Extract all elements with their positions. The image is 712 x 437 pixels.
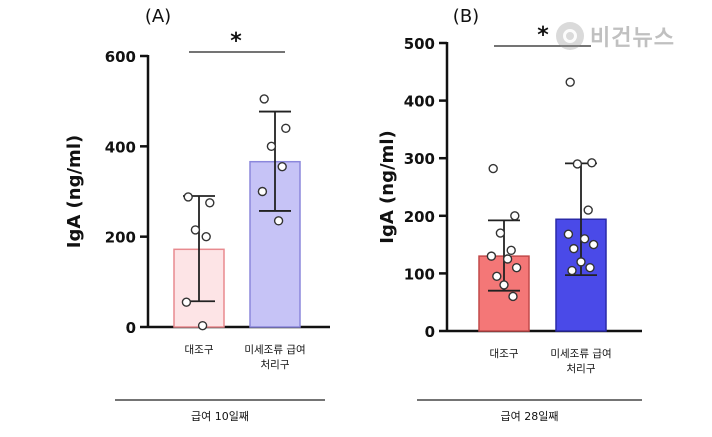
data-point — [183, 192, 193, 202]
watermark-text: 비건뉴스 — [590, 26, 675, 51]
data-point — [257, 186, 268, 197]
data-point — [506, 245, 516, 256]
y-tick-label: 400 — [404, 93, 435, 111]
data-point — [508, 291, 518, 302]
data-point — [486, 251, 497, 261]
data-point — [569, 243, 579, 254]
y-tick-label: 0 — [126, 319, 136, 337]
data-point — [273, 216, 284, 226]
y-tick-label: 600 — [105, 48, 136, 66]
data-point — [563, 229, 574, 239]
data-point — [502, 254, 513, 264]
data-point — [511, 262, 522, 273]
panel-label: (A) — [145, 6, 171, 27]
data-point — [266, 141, 277, 152]
data-point — [576, 257, 586, 267]
data-point — [587, 158, 597, 168]
data-point — [492, 271, 502, 281]
data-point — [190, 225, 201, 235]
y-tick-label: 500 — [404, 35, 435, 53]
x-category-label: 대조구 — [185, 344, 214, 356]
significance-marker: * — [230, 29, 242, 54]
data-point — [488, 163, 498, 174]
group-label: 급여 10일째 — [191, 409, 249, 423]
data-point — [281, 123, 291, 133]
y-tick-label: 200 — [105, 229, 136, 247]
x-category-label: 미세조류 급여 — [244, 344, 305, 356]
data-point — [565, 77, 575, 87]
data-point — [567, 265, 577, 276]
y-tick-label: 400 — [105, 138, 136, 156]
data-point — [583, 205, 593, 215]
data-point — [510, 211, 520, 221]
y-tick-label: 200 — [404, 208, 435, 226]
x-category-label: 대조구 — [490, 348, 519, 360]
data-point — [588, 239, 599, 250]
data-point — [572, 159, 583, 169]
data-point — [201, 231, 211, 242]
group-label: 급여 28일째 — [501, 409, 559, 423]
data-point — [495, 228, 506, 238]
y-axis-label: IgA (ng/ml) — [64, 135, 85, 248]
panel-label: (B) — [453, 6, 479, 27]
data-point — [499, 280, 509, 290]
x-category-label: 미세조류 급여 — [550, 348, 611, 360]
data-point — [585, 262, 595, 273]
y-tick-label: 100 — [404, 265, 435, 283]
data-point — [181, 297, 192, 307]
watermark: 비건뉴스 — [556, 18, 706, 54]
data-point — [259, 94, 269, 104]
data-point — [277, 161, 287, 172]
y-tick-label: 0 — [425, 323, 435, 341]
data-point — [579, 234, 590, 244]
y-axis-label: IgA (ng/ml) — [377, 130, 398, 243]
data-point — [205, 198, 215, 208]
x-category-label: 처리구 — [567, 363, 596, 375]
y-tick-label: 300 — [404, 150, 435, 168]
x-category-label: 처리구 — [261, 359, 290, 371]
significance-marker: * — [537, 23, 549, 48]
data-point — [197, 320, 208, 331]
watermark-logo-icon — [556, 22, 584, 50]
